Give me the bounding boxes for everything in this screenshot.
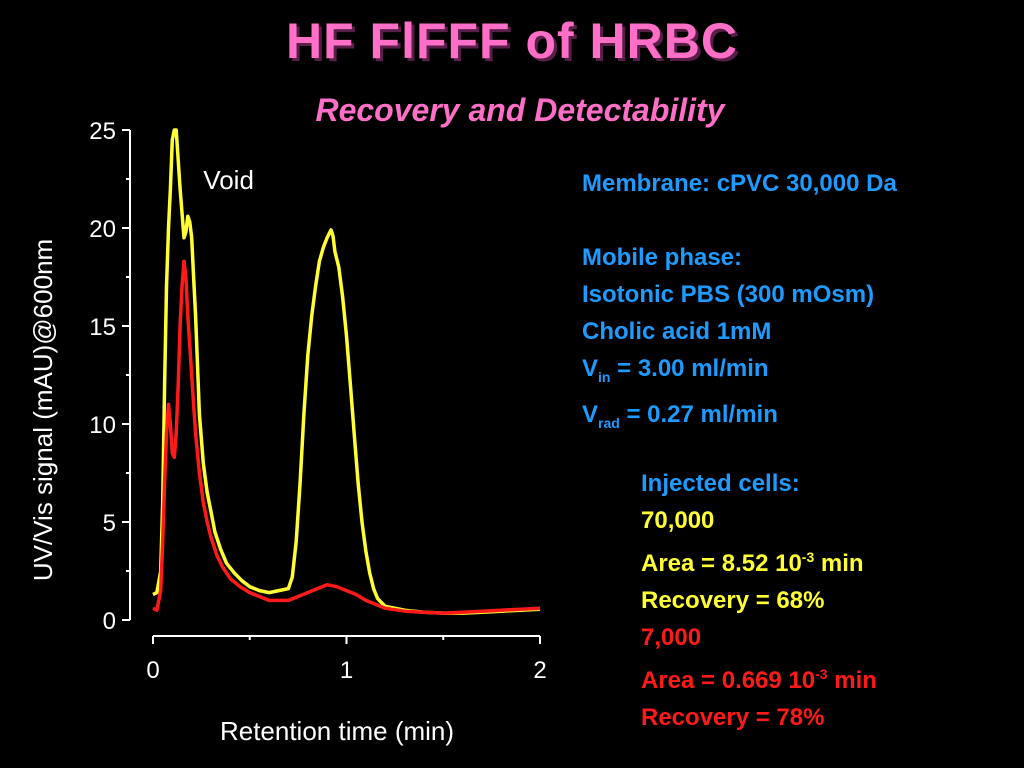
page-subtitle: Recovery and Detectability <box>315 92 725 128</box>
x-tick-label: 2 <box>533 657 546 684</box>
high-recovery: Recovery = 68% <box>641 587 825 614</box>
x-axis-label: Retention time (min) <box>220 716 454 746</box>
chromatogram-chart: 0 5 10 15 20 25 0 1 2 Retention time (min) UV/Vis … <box>28 118 547 746</box>
y-tick-label: 25 <box>89 118 116 145</box>
void-annotation: Void <box>203 165 254 195</box>
low-area: Area = 0.669 10-3 min <box>641 666 877 694</box>
page-title: HF FlFFF of HRBC <box>285 13 738 69</box>
buffer-text: Isotonic PBS (300 mOsm) <box>582 281 875 308</box>
v-rad-line: Vrad = 0.27 ml/min <box>582 400 778 431</box>
y-tick-label: 0 <box>103 608 116 635</box>
y-tick-label: 5 <box>103 510 116 537</box>
membrane-text: Membrane: cPVC 30,000 Da <box>582 170 897 197</box>
series-line-1 <box>152 128 541 615</box>
y-axis-label: UV/Vis signal (mAU)@600nm <box>28 239 58 581</box>
y-tick-label: 15 <box>89 314 116 341</box>
injected-heading: Injected cells: <box>641 470 800 497</box>
low-cells-count: 7,000 <box>641 624 702 651</box>
low-recovery: Recovery = 78% <box>641 704 825 731</box>
high-cells-count: 70,000 <box>641 507 715 534</box>
x-tick-label: 1 <box>340 657 353 684</box>
mobile-phase-heading: Mobile phase: <box>582 244 743 271</box>
conditions-panel: Membrane: cPVC 30,000 Da Mobile phase: I… <box>582 165 897 442</box>
v-in-line: Vin = 3.00 ml/min <box>582 355 769 385</box>
y-tick-label: 20 <box>89 216 116 243</box>
y-tick-label: 10 <box>89 412 116 439</box>
high-area: Area = 8.52 10-3 min <box>641 549 864 577</box>
x-tick-label: 0 <box>146 657 159 684</box>
series-line-2 <box>152 259 541 615</box>
additive-text: Cholic acid 1mM <box>582 318 772 345</box>
injected-cells-panel: Injected cells: 70,000 Area = 8.52 10-3 … <box>641 465 877 736</box>
